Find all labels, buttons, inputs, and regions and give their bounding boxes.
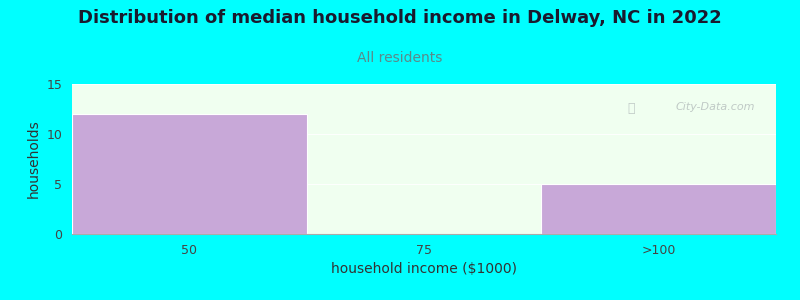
Bar (72, 114, 306, 234)
Text: All residents: All residents (358, 51, 442, 65)
Y-axis label: households: households (27, 120, 41, 198)
X-axis label: household income ($1000): household income ($1000) (331, 262, 517, 276)
Text: City-Data.com: City-Data.com (675, 102, 755, 112)
Bar (542, 184, 776, 234)
Text: Distribution of median household income in Delway, NC in 2022: Distribution of median household income … (78, 9, 722, 27)
Text: ⓘ: ⓘ (628, 102, 635, 115)
